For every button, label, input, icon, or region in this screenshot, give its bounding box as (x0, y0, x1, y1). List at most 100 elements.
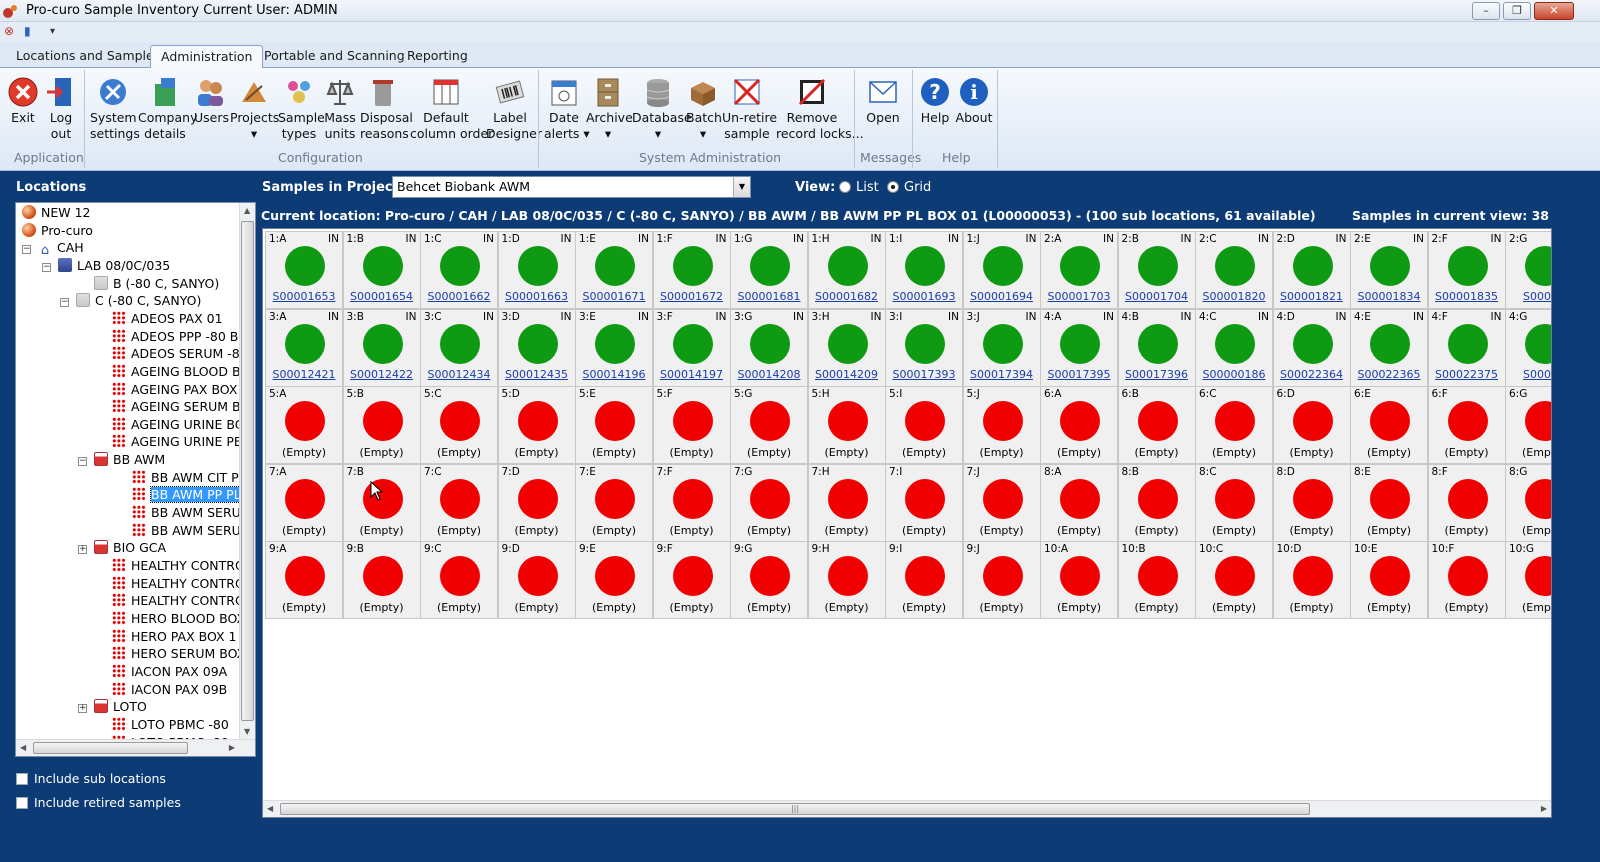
logout-button[interactable]: Log out (44, 76, 78, 142)
logout-quick-icon[interactable]: ▮ (24, 24, 31, 38)
tree-vertical-scrollbar[interactable]: ▲ ▼ (239, 203, 255, 756)
sample-id-link[interactable]: S00001672 (660, 290, 723, 303)
sample-id-link[interactable]: S00001821 (1280, 290, 1343, 303)
sample-cell[interactable]: 3:C IN S00012434 (420, 308, 498, 387)
grid-horizontal-scroll-thumb[interactable]: ||| (280, 803, 1310, 815)
collapse-icon[interactable]: − (60, 297, 69, 308)
sample-id-link[interactable]: S00001663 (505, 290, 568, 303)
sample-id-link[interactable]: S00001681 (737, 290, 801, 303)
sample-cell[interactable]: 2:G S00010 (1505, 231, 1551, 309)
sample-cell[interactable]: 2:C IN S00001820 (1195, 231, 1273, 309)
sample-cell[interactable]: 3:F IN S00014197 (652, 308, 731, 387)
exit-button[interactable]: Exit (5, 76, 41, 126)
sample-cell[interactable]: 3:A IN S00012421 (265, 308, 343, 387)
label-designer-button[interactable]: Label Designer (486, 76, 542, 142)
tree-vertical-scroll-thumb[interactable] (241, 221, 254, 721)
sample-cell[interactable]: 7:C (Empty) (420, 463, 498, 542)
view-grid-radio[interactable]: Grid (887, 180, 931, 195)
close-app-icon[interactable]: ⊗ (4, 24, 15, 38)
include-sub-locations-checkbox[interactable]: Include sub locations (16, 771, 166, 786)
sample-types-button[interactable]: Sample types (278, 76, 325, 142)
include-retired-samples-checkbox[interactable]: Include retired samples (16, 795, 181, 810)
sample-cell[interactable]: 2:A IN S00001703 (1040, 231, 1118, 309)
project-select[interactable]: Behcet Biobank AWM ▼ (392, 176, 751, 198)
sample-id-link[interactable]: S00001704 (1125, 290, 1188, 303)
sample-cell[interactable]: 8:D (Empty) (1272, 463, 1351, 542)
unretire-sample-button[interactable]: Un-retire sample (722, 76, 777, 142)
sample-cell[interactable]: 1:A IN S00001653 (265, 231, 343, 309)
tree-node[interactable]: HERO SERUM BOX 1 (96, 645, 255, 662)
tree-horizontal-scroll-thumb[interactable] (33, 742, 188, 754)
tree-node[interactable]: AGEING SERUM BOX 1 (96, 398, 255, 415)
sample-cell[interactable]: 10:E (Empty) (1350, 541, 1428, 619)
sample-cell[interactable]: 7:G (Empty) (730, 463, 808, 542)
tree-node[interactable]: BB AWM PP PL BOX 01 (116, 486, 255, 504)
users-button[interactable]: Users (194, 76, 229, 126)
sample-id-link[interactable]: S00001682 (815, 290, 878, 303)
sample-cell[interactable]: 3:E IN S00014196 (575, 308, 653, 387)
sample-cell[interactable]: 7:D (Empty) (497, 463, 576, 542)
sample-cell[interactable]: 8:A (Empty) (1040, 463, 1118, 542)
sample-id-link[interactable]: S00001671 (582, 290, 646, 303)
maximize-button[interactable]: ❐ (1503, 2, 1531, 20)
database-button[interactable]: Database ▾ (632, 76, 692, 142)
scroll-up-arrow-icon[interactable]: ▲ (244, 206, 251, 215)
tree-node[interactable]: + BIO GCA (78, 539, 166, 556)
sample-cell[interactable]: 7:J (Empty) (962, 463, 1041, 542)
batch-button[interactable]: Batch ▾ (686, 76, 722, 142)
sample-cell[interactable]: 10:F (Empty) (1427, 541, 1506, 619)
sample-cell[interactable]: 2:D IN S00001821 (1272, 231, 1351, 309)
sample-id-link[interactable]: S00014209 (815, 367, 878, 381)
tree-node[interactable]: AGEING BLOOD BOX 1 (96, 363, 255, 380)
sample-cell[interactable]: 2:E IN S00001834 (1350, 231, 1428, 309)
sample-cell[interactable]: 5:B (Empty) (342, 386, 421, 464)
sample-cell[interactable]: 9:I (Empty) (885, 541, 963, 619)
sample-cell[interactable]: 1:I IN S00001693 (885, 231, 963, 309)
sample-cell[interactable]: 6:A (Empty) (1040, 386, 1118, 464)
sample-cell[interactable]: 10:C (Empty) (1195, 541, 1273, 619)
sample-id-link[interactable]: S00012434 (427, 367, 491, 381)
scroll-down-arrow-icon[interactable]: ▼ (244, 727, 251, 736)
sample-cell[interactable]: 4:B IN S00017396 (1117, 308, 1196, 387)
tree-horizontal-scrollbar[interactable]: ◀ ▶ (16, 739, 255, 756)
sample-cell[interactable]: 4:G S00022 (1505, 308, 1551, 387)
sample-cell[interactable]: 7:E (Empty) (575, 463, 653, 542)
sample-id-link[interactable]: S00001654 (350, 290, 413, 303)
sample-cell[interactable]: 10:G (Empty) (1505, 541, 1551, 619)
tree-node[interactable]: AGEING PAX BOX 1 (96, 381, 249, 398)
sample-cell[interactable]: 1:B IN S00001654 (342, 231, 421, 309)
sample-id-link[interactable]: S00012421 (272, 367, 336, 381)
sample-cell[interactable]: 8:E (Empty) (1350, 463, 1428, 542)
sample-id-link[interactable]: S00014196 (582, 367, 646, 381)
tree-node[interactable]: HEALTHY CONTROL (M (96, 592, 255, 609)
sample-id-link[interactable]: S00001662 (427, 290, 491, 303)
sample-cell[interactable]: 6:F (Empty) (1427, 386, 1506, 464)
tree-node[interactable]: B (-80 C, SANYO) (78, 275, 219, 292)
sample-cell[interactable]: 1:G IN S00001681 (730, 231, 808, 309)
view-list-radio[interactable]: List (839, 180, 879, 195)
scroll-right-arrow-icon[interactable]: ▶ (1540, 804, 1547, 813)
tree-node[interactable]: − BB AWM (78, 451, 165, 468)
sample-cell[interactable]: 5:J (Empty) (962, 386, 1041, 464)
sample-cell[interactable]: 6:B (Empty) (1117, 386, 1196, 464)
customize-toolbar-icon[interactable]: ▾ (50, 26, 56, 37)
checkbox-box[interactable] (16, 797, 28, 809)
sample-id-link[interactable]: S00022365 (1357, 367, 1421, 381)
sample-id-link[interactable]: S00017393 (892, 367, 956, 381)
sample-id-link[interactable]: S00017394 (970, 367, 1033, 381)
tree-node[interactable]: − LAB 08/0C/035 (42, 257, 170, 274)
about-button[interactable]: i About (954, 76, 994, 126)
sample-cell[interactable]: 2:F IN S00001835 (1427, 231, 1506, 309)
locations-tree[interactable]: NEW 12 Pro-curo − ⌂ CAH − LAB 08/0C/035 B (-80 … (15, 202, 256, 757)
sample-id-link[interactable]: S00001694 (970, 290, 1033, 303)
sample-cell[interactable]: 4:D IN S00022364 (1272, 308, 1351, 387)
sample-cell[interactable]: 6:E (Empty) (1350, 386, 1428, 464)
sample-cell[interactable]: 8:C (Empty) (1195, 463, 1273, 542)
sample-cell[interactable]: 7:F (Empty) (652, 463, 731, 542)
sample-cell[interactable]: 3:I IN S00017393 (885, 308, 963, 387)
sample-cell[interactable]: 3:B IN S00012422 (342, 308, 421, 387)
sample-cell[interactable]: 3:J IN S00017394 (962, 308, 1041, 387)
sample-cell[interactable]: 6:C (Empty) (1195, 386, 1273, 464)
checkbox-box[interactable] (16, 773, 28, 785)
system-settings-button[interactable]: System settings (90, 76, 140, 142)
